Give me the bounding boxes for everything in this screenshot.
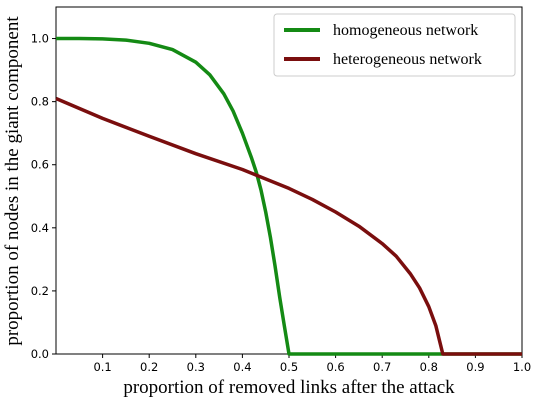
y-tick-label: 0.0	[31, 347, 49, 361]
y-tick-label: 0.8	[31, 95, 49, 109]
x-tick-label: 0.4	[233, 360, 251, 374]
x-tick-label: 0.3	[187, 360, 205, 374]
y-tick-label: 1.0	[31, 32, 49, 46]
y-axis-label: proportion of nodes in the giant compone…	[2, 16, 23, 346]
x-tick-label: 0.2	[140, 360, 158, 374]
x-tick-label: 0.6	[326, 360, 344, 374]
x-tick-label: 0.7	[373, 360, 391, 374]
legend-box	[273, 13, 516, 77]
x-tick-label: 0.8	[420, 360, 438, 374]
series-lines	[55, 36, 522, 356]
x-axis-label: proportion of removed links after the at…	[123, 377, 455, 398]
legend-label-homogeneous: homogeneous network	[333, 22, 478, 39]
x-tick-label: 0.1	[93, 360, 111, 374]
legend-label-heterogeneous: heterogeneous network	[333, 51, 482, 68]
y-tick-label: 0.4	[31, 221, 49, 235]
axis-ticks: 0.1 0.2 0.3 0.4 0.5 0.6 0.7 0.8 0.9 1.0 0.0 0.2 0.4 0…	[31, 32, 531, 374]
y-tick-label: 0.2	[31, 284, 49, 298]
x-tick-label: 0.9	[466, 360, 484, 374]
y-tick-label: 0.6	[31, 158, 49, 172]
x-tick-label: 1.0	[513, 360, 531, 374]
legend: homogeneous network heterogeneous networ…	[273, 13, 516, 77]
series-line-homogeneous	[56, 36, 522, 356]
x-tick-label: 0.5	[280, 360, 298, 374]
series-line-heterogeneous	[55, 96, 522, 356]
